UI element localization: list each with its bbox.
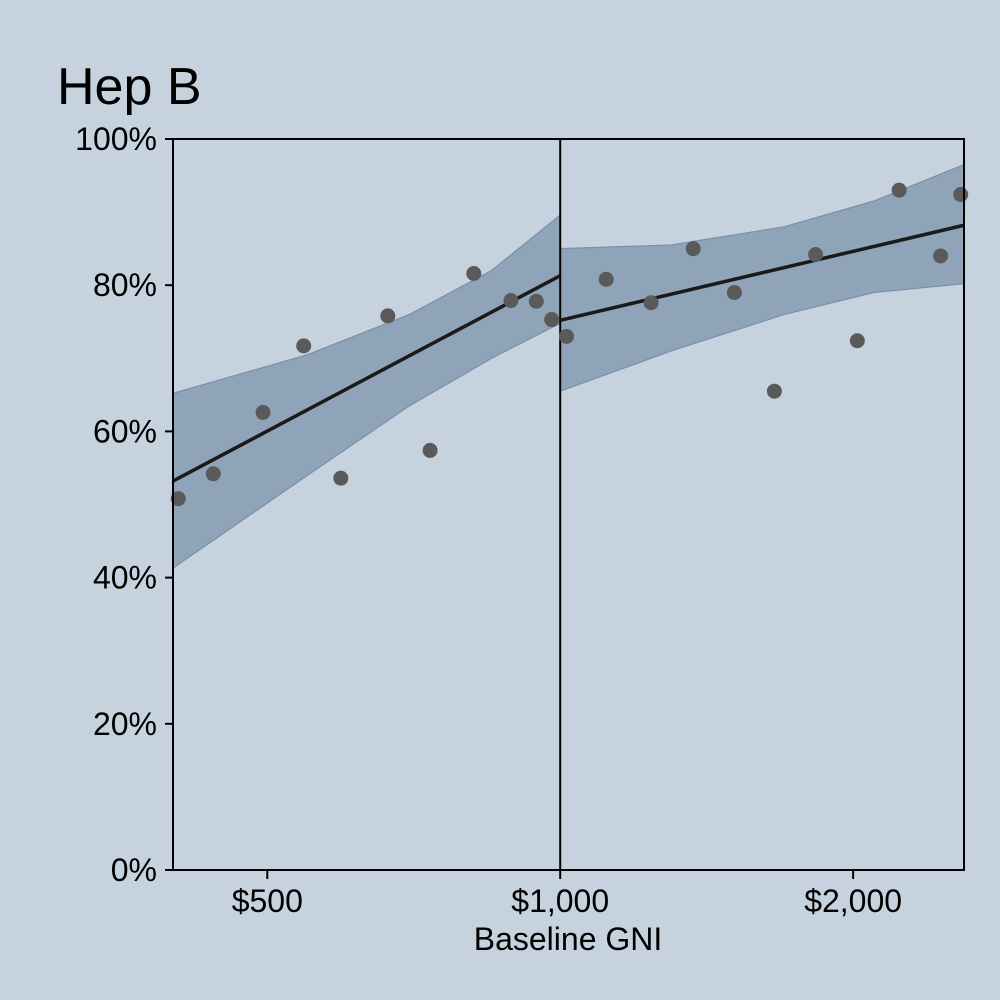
y-tick-label: 20% [93, 706, 157, 742]
data-point [643, 295, 659, 311]
plot-frame [172, 138, 965, 871]
x-tick-label: $1,000 [511, 883, 609, 919]
confidence-bands [172, 163, 965, 570]
data-point [726, 285, 742, 301]
data-point [296, 338, 312, 354]
y-tick-label: 80% [93, 267, 157, 303]
y-tick-label: 40% [93, 560, 157, 596]
data-point [255, 404, 271, 420]
fit-line-right [559, 223, 965, 322]
data-point [205, 466, 221, 482]
data-point [559, 328, 575, 344]
y-axis: 0% 20% 40% 60% 80% 100% [75, 121, 173, 888]
data-point [685, 241, 701, 257]
x-tick-label: $2,000 [804, 883, 902, 919]
data-point [849, 333, 865, 349]
data-point [503, 293, 519, 309]
x-tick-label: $500 [232, 883, 303, 919]
fit-line-left [172, 274, 562, 483]
x-axis-label: Baseline GNI [474, 921, 663, 957]
data-point [891, 182, 907, 198]
data-point [528, 293, 544, 309]
data-point [380, 308, 396, 324]
data-point [466, 266, 482, 282]
band-left [172, 213, 561, 570]
data-point [766, 383, 782, 399]
fit-lines [172, 223, 965, 483]
data-point [933, 248, 949, 264]
data-point [544, 312, 560, 328]
data-point [808, 246, 824, 262]
chart-title: Hep B [57, 58, 202, 116]
x-axis: $500 $1,000 $2,000 [232, 870, 902, 919]
data-point [953, 187, 969, 203]
band-right [559, 163, 965, 393]
data-point [422, 442, 438, 458]
data-point [170, 491, 186, 507]
y-tick-label: 60% [93, 413, 157, 449]
y-tick-label: 0% [111, 852, 157, 888]
data-point [333, 470, 349, 486]
data-point [598, 271, 614, 287]
y-tick-label: 100% [75, 121, 157, 157]
